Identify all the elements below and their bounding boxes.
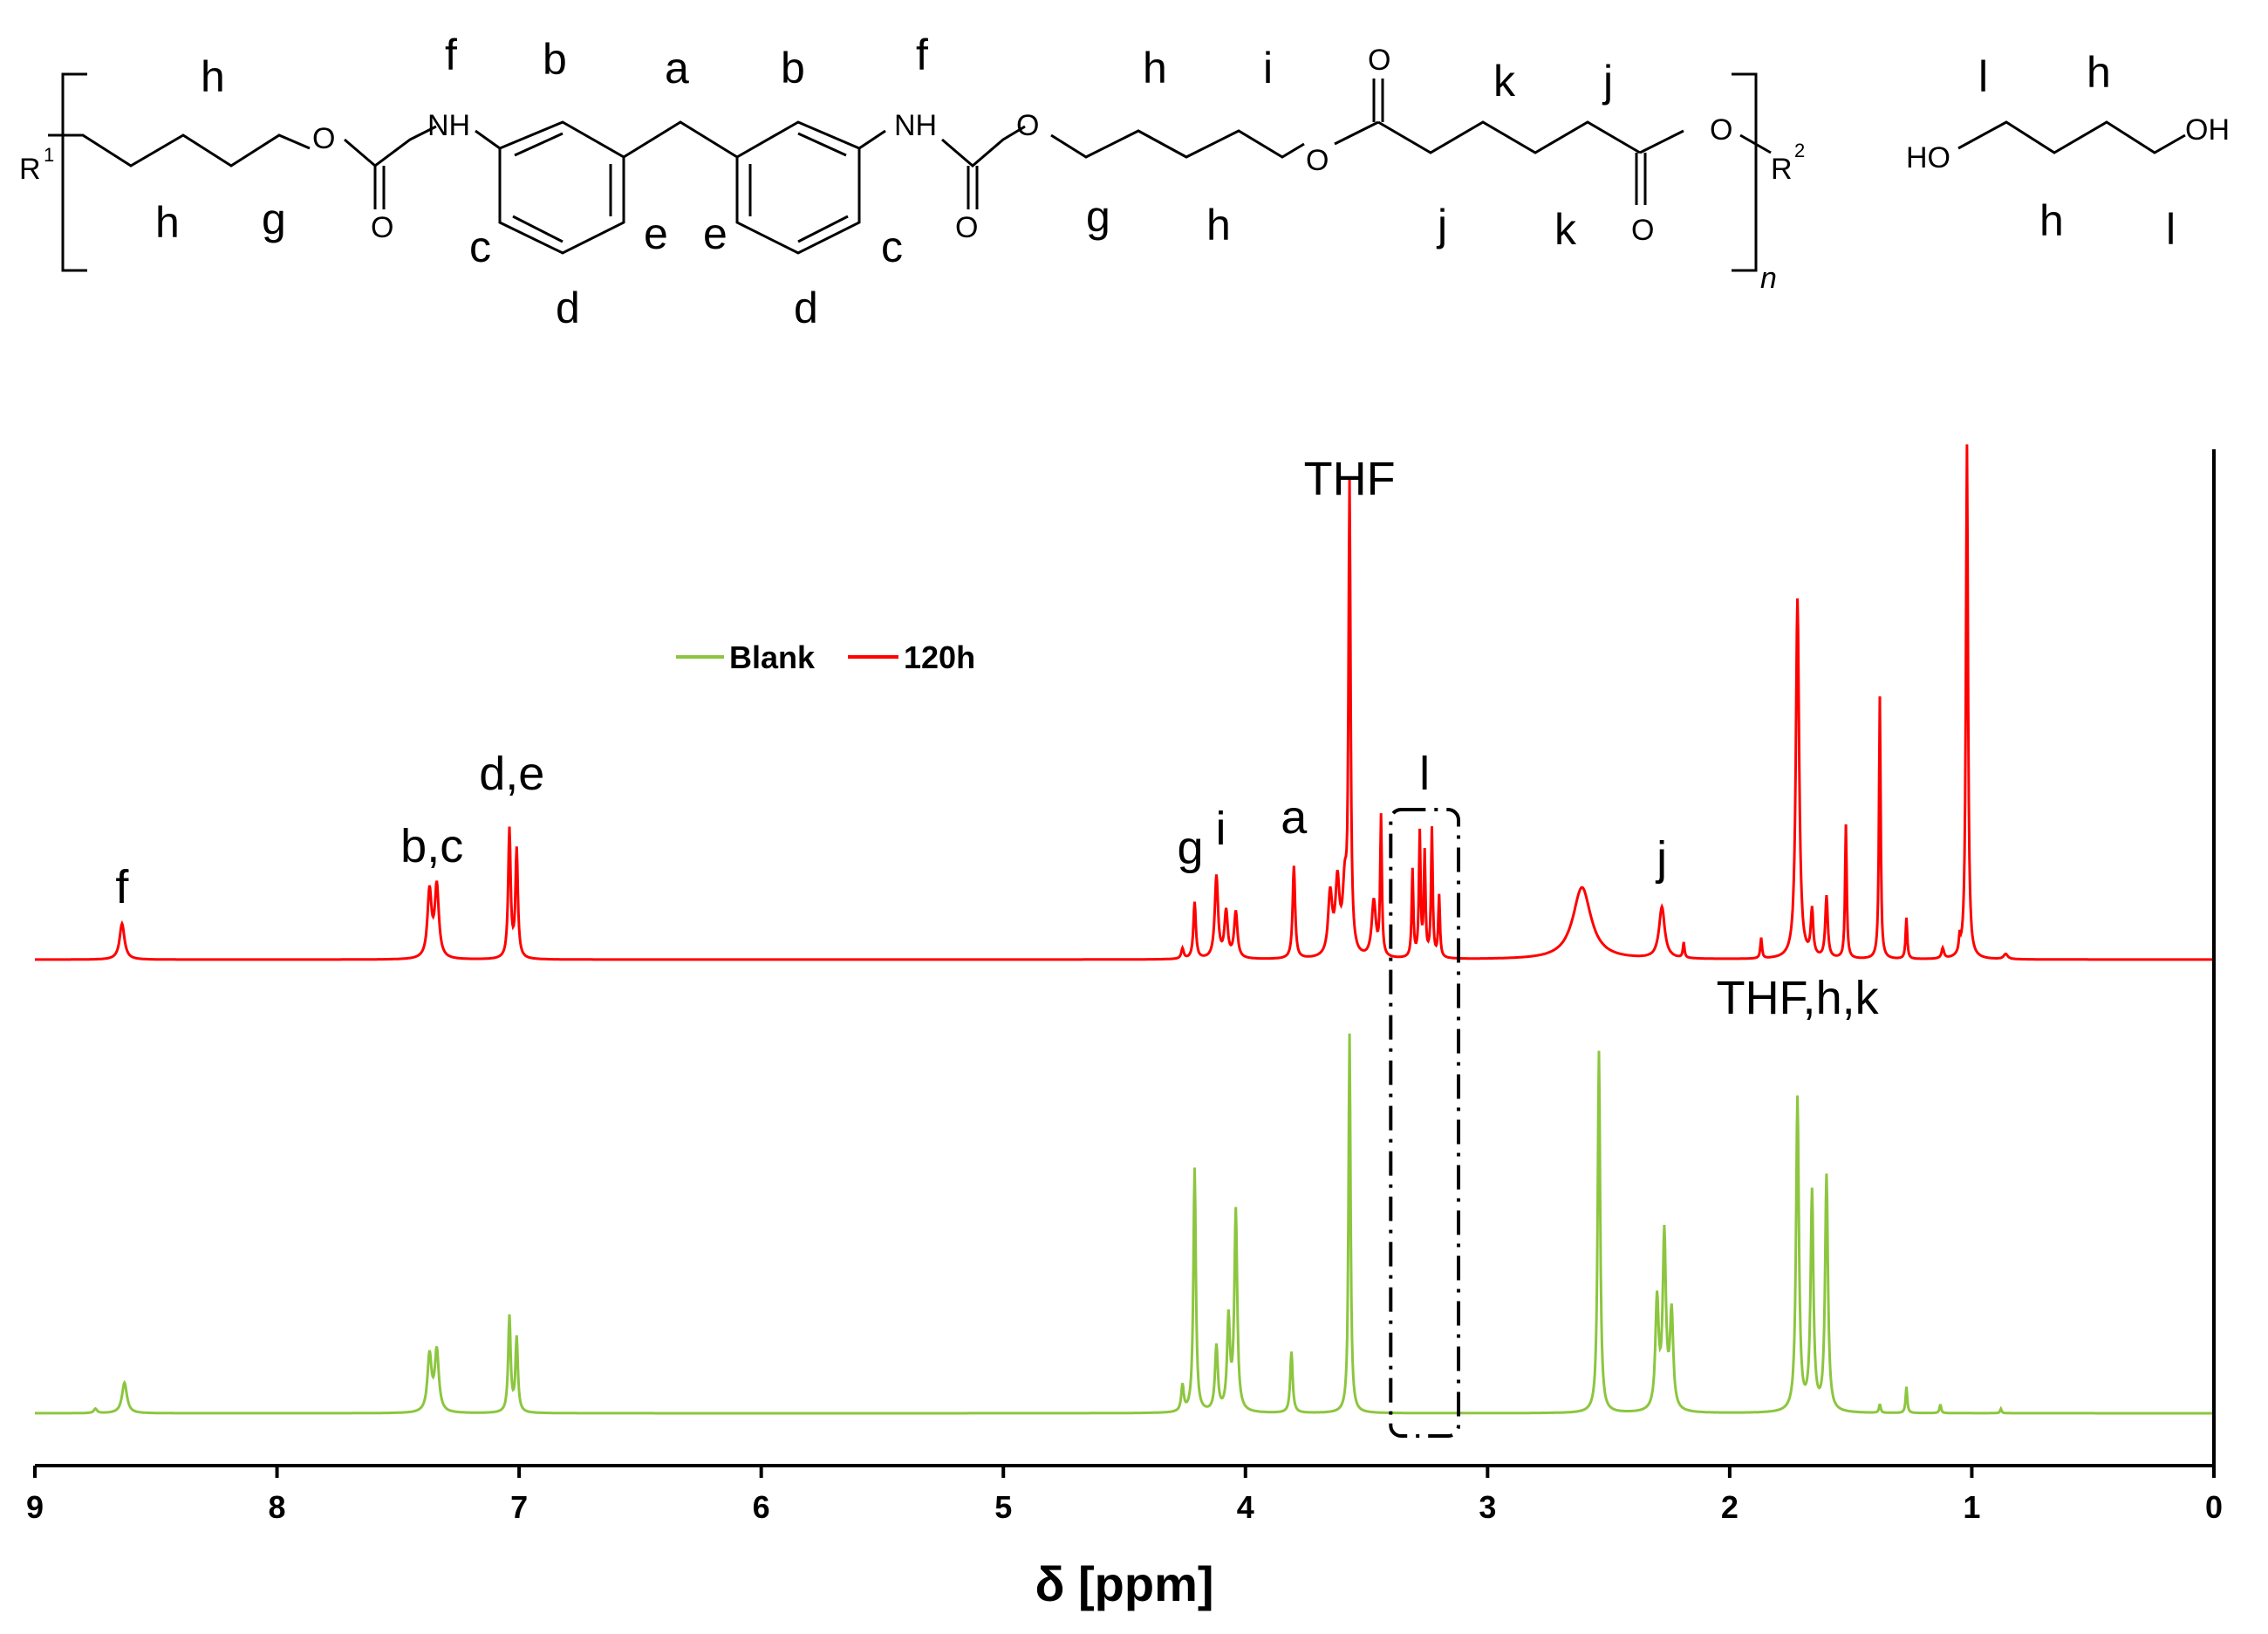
atom-r1-sup: 1	[44, 144, 54, 166]
proton-label: f	[916, 31, 928, 79]
proton-label: h	[1143, 44, 1167, 92]
proton-label: h	[155, 198, 180, 247]
atom-ho: HO	[1906, 141, 1950, 174]
peak-annotation: g	[1177, 822, 1203, 874]
proton-label: j	[1436, 201, 1447, 250]
structure-proton-labels: h f b a b f h i k j h g c e e c g h j k …	[155, 31, 2176, 332]
peak-annotation: j	[1655, 832, 1667, 885]
ester-right	[1635, 129, 1772, 205]
left-chain	[48, 133, 311, 168]
peak-annotation: a	[1281, 791, 1308, 844]
proton-label: e	[703, 209, 728, 258]
proton-label: b	[781, 44, 805, 92]
carbamate-right	[941, 125, 1026, 209]
peak-annotation: THF	[1304, 453, 1396, 505]
nh-bond-right	[858, 129, 886, 150]
x-tick-label: 9	[26, 1489, 44, 1525]
x-axis-ticks: 9 8 7 6 5 4 3 2 1 0	[26, 1466, 2223, 1525]
ring-right-inner	[748, 132, 849, 243]
atom-r1: R	[19, 153, 41, 186]
atom-o: O	[1306, 144, 1329, 177]
atom-o: O	[955, 211, 978, 244]
proton-label: h	[2087, 48, 2111, 97]
proton-label: h	[1206, 201, 1231, 250]
proton-label: d	[556, 284, 580, 332]
highlight-box	[1389, 808, 1461, 1438]
proton-label: a	[665, 44, 689, 92]
proton-label: g	[1086, 192, 1110, 241]
peak-annotation: d,e	[479, 748, 544, 800]
proton-label: l	[2166, 205, 2176, 254]
right-bracket	[1732, 72, 1758, 272]
x-tick-label: 5	[994, 1489, 1012, 1525]
proton-label: e	[644, 209, 668, 258]
methylene-bridge	[623, 120, 738, 159]
x-tick-label: 7	[510, 1489, 528, 1525]
proton-label: k	[1493, 57, 1516, 106]
nh-bond-left	[475, 129, 501, 150]
atom-o: O	[1631, 214, 1654, 247]
legend: Blank 120h	[676, 639, 975, 675]
polymer-structure	[48, 72, 2186, 272]
ring-left-inner	[512, 132, 612, 243]
peak-annotation: b,c	[400, 820, 463, 872]
x-tick-label: 0	[2205, 1489, 2223, 1525]
proton-label: g	[262, 195, 286, 243]
series-line-120h	[35, 444, 2214, 961]
atom-o: O	[1016, 109, 1039, 142]
butanediol-chain	[1957, 120, 2186, 154]
ring-left	[498, 120, 625, 255]
proton-label: b	[543, 35, 567, 84]
adipate-chain	[1377, 120, 1641, 154]
atom-o: O	[371, 211, 393, 244]
proton-label: i	[1263, 44, 1273, 92]
peak-annotations: f b,c d,e g i a THF l j THF,h,k	[115, 453, 1879, 1024]
proton-label: f	[445, 31, 457, 79]
atom-nh: NH	[894, 109, 937, 142]
proton-label: l	[1978, 52, 1988, 101]
x-tick-label: 2	[1721, 1489, 1739, 1525]
x-tick-label: 3	[1479, 1489, 1496, 1525]
x-tick-label: 1	[1963, 1489, 1980, 1525]
atom-r2-sup: 2	[1794, 140, 1805, 161]
proton-label: d	[794, 284, 818, 332]
butylene-chain	[1050, 129, 1305, 159]
proton-label: h	[201, 52, 225, 101]
proton-label: c	[881, 222, 903, 271]
x-tick-label: 8	[269, 1489, 286, 1525]
proton-label: h	[2039, 196, 2064, 245]
proton-label: c	[469, 222, 491, 271]
atom-oh: OH	[2185, 113, 2230, 147]
proton-label: k	[1554, 205, 1577, 254]
left-bracket	[61, 72, 87, 272]
series-line-blank	[35, 1033, 2214, 1415]
peak-annotation: i	[1215, 803, 1226, 855]
structure-atoms: R 1 O O NH NH O O O O O O R 2 n HO OH	[19, 44, 2230, 295]
peak-annotation: l	[1419, 748, 1430, 800]
atom-o: O	[312, 122, 335, 155]
x-tick-label: 4	[1237, 1489, 1254, 1525]
x-tick-label: 6	[753, 1489, 770, 1525]
peak-annotation: f	[115, 861, 129, 913]
carbamate-left	[344, 125, 437, 209]
ring-right	[735, 120, 861, 255]
spectrum-plot: 9 8 7 6 5 4 3 2 1 0 δ [ppm] f b,c d,e g i a THF l j THF,h,…	[26, 444, 2223, 1611]
atom-o: O	[1368, 44, 1390, 77]
x-axis-title: δ [ppm]	[1035, 1556, 1213, 1611]
peak-annotation: THF,h,k	[1717, 972, 1880, 1024]
proton-label: j	[1602, 57, 1613, 106]
repeat-unit-n: n	[1760, 262, 1777, 295]
spectrum-series	[35, 444, 2214, 1415]
ester-left	[1334, 79, 1384, 146]
atom-nh: NH	[427, 109, 470, 142]
legend-label-blank: Blank	[729, 639, 816, 675]
atom-o: O	[1710, 113, 1732, 147]
legend-label-120h: 120h	[904, 639, 975, 675]
atom-r2: R	[1771, 153, 1793, 186]
